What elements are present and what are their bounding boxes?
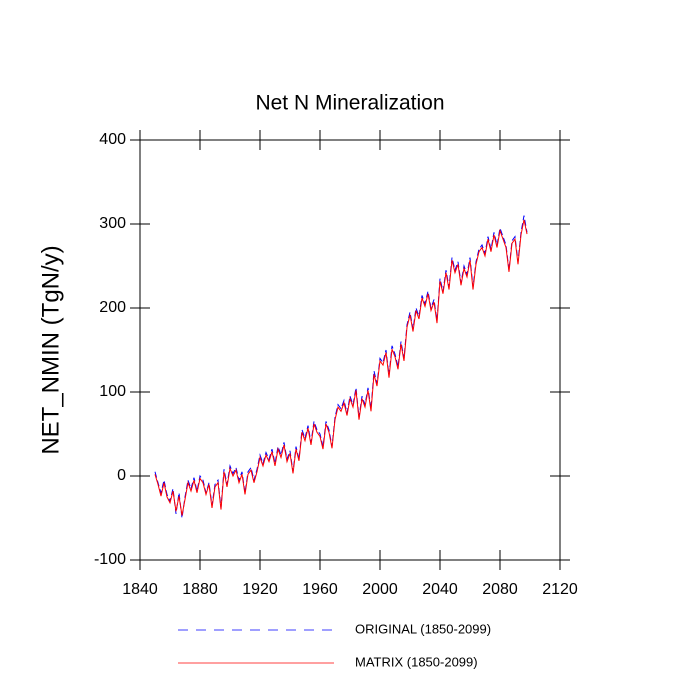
y-tick-label: 300 <box>99 215 126 232</box>
legend-label: ORIGINAL (1850-2099) <box>355 621 491 636</box>
x-tick-label: 2120 <box>542 581 578 598</box>
x-tick-label: 1960 <box>302 581 338 598</box>
x-tick-label: 1840 <box>122 581 158 598</box>
y-axis-label: NET_NMIN (TgN/y) <box>37 245 64 454</box>
y-tick-label: -100 <box>94 551 126 568</box>
legend-label: MATRIX (1850-2099) <box>355 654 478 669</box>
x-tick-label: 1920 <box>242 581 278 598</box>
x-tick-label: 2080 <box>482 581 518 598</box>
y-tick-label: 400 <box>99 131 126 148</box>
x-tick-label: 2000 <box>362 581 398 598</box>
x-tick-label: 2040 <box>422 581 458 598</box>
plot-frame <box>139 139 561 561</box>
series-line <box>154 215 528 519</box>
y-tick-label: 100 <box>99 383 126 400</box>
y-tick-label: 200 <box>99 299 126 316</box>
y-tick-label: 0 <box>117 467 126 484</box>
chart-title: Net N Mineralization <box>255 92 444 115</box>
series-line <box>154 219 528 516</box>
x-tick-label: 1880 <box>182 581 218 598</box>
